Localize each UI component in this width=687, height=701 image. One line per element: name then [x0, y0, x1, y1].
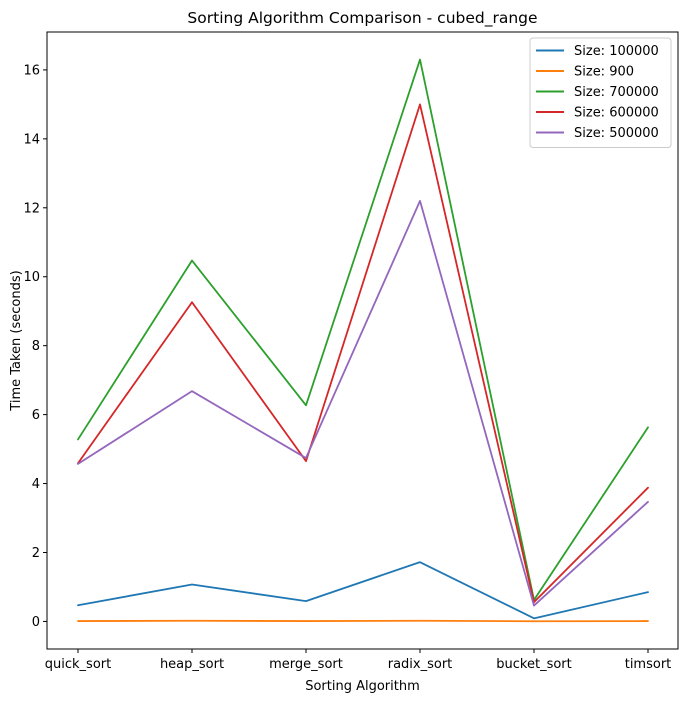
series-line-3: [77, 103, 649, 604]
y-tick-label: 8: [32, 339, 40, 354]
legend-label: Size: 500000: [574, 126, 659, 141]
y-axis-title: Time Taken (seconds): [9, 270, 24, 411]
y-tick-label: 0: [32, 615, 40, 630]
y-tick-label: 4: [32, 477, 40, 492]
legend-box: [529, 37, 672, 148]
x-tick-label: quick_sort: [45, 657, 111, 672]
x-tick-label: timsort: [625, 657, 672, 672]
chart-title: Sorting Algorithm Comparison - cubed_ran…: [187, 9, 537, 28]
y-tick-label: 6: [32, 408, 40, 423]
y-tick-label: 12: [23, 201, 40, 216]
x-tick-label: merge_sort: [269, 657, 343, 672]
y-tick-label: 14: [23, 132, 40, 147]
series-line-0: [77, 561, 649, 620]
series-line-4: [77, 199, 649, 607]
x-tick-label: radix_sort: [388, 657, 453, 672]
y-tick-label: 10: [23, 270, 40, 285]
legend-label: Size: 600000: [574, 106, 659, 121]
series-line-2: [77, 58, 649, 601]
y-tick-label: 2: [32, 546, 40, 561]
legend-label: Size: 900: [574, 65, 634, 80]
x-tick-label: bucket_sort: [496, 657, 571, 672]
plot-area: 0 2 4 6 8 10 12 14 16 quick_sort heap_sort merge_so…: [23, 31, 679, 672]
legend-label: Size: 700000: [574, 85, 659, 100]
y-tick-label: 16: [23, 63, 40, 78]
legend-label: Size: 100000: [574, 44, 659, 59]
x-axis-title: Sorting Algorithm: [305, 679, 420, 694]
x-tick-label: heap_sort: [160, 657, 224, 672]
plot-frame: [46, 31, 679, 650]
legend: Size: 100000 Size: 900 Size: 700000 Size: 6…: [529, 37, 672, 148]
series-line-1: [77, 619, 649, 623]
